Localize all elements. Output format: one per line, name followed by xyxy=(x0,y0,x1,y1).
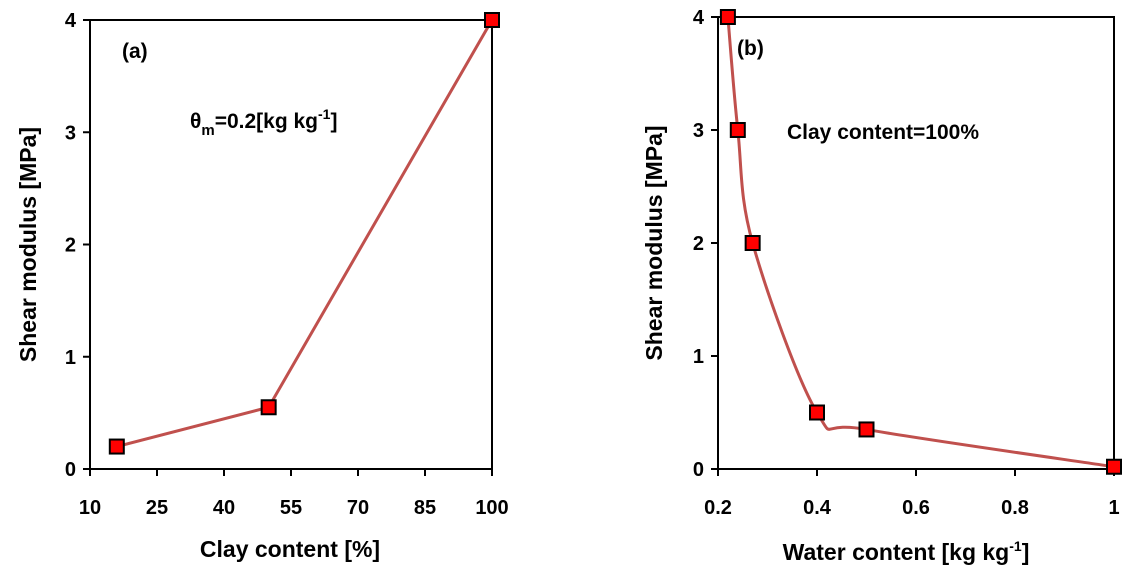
series-line xyxy=(726,16,1115,469)
y-tick-label: 4 xyxy=(65,10,77,32)
panel-b-chart: 0 1 2 3 4 0.2 0.4 0.6 0.8 1 Water content [kg kg-1… xyxy=(641,7,1122,565)
x-tick-label: 0.4 xyxy=(803,497,832,519)
data-point xyxy=(858,421,875,438)
data-point xyxy=(729,122,746,138)
y-tick-label: 2 xyxy=(65,235,76,257)
data-point xyxy=(108,438,125,455)
x-tick-label: 10 xyxy=(79,497,101,519)
annotation-text: θm=0.2[kg kg-1] xyxy=(190,106,337,139)
y-tick-label: 3 xyxy=(693,120,704,142)
data-point xyxy=(719,9,736,25)
y-tick-label: 3 xyxy=(65,122,76,144)
x-tick-label: 55 xyxy=(280,497,302,519)
y-axis-title: Shear modulus [MPa] xyxy=(15,127,41,362)
y-tick-label: 2 xyxy=(693,233,704,255)
x-tick-label: 25 xyxy=(146,497,168,519)
y-axis-title: Shear modulus [MPa] xyxy=(641,125,667,360)
annotation-text: Clay content=100% xyxy=(787,121,979,144)
x-tick-label: 0.6 xyxy=(902,497,930,519)
data-point xyxy=(260,399,277,416)
x-axis-title: Water content [kg kg-1] xyxy=(783,538,1030,565)
data-point xyxy=(809,404,825,421)
y-tick-label: 1 xyxy=(65,347,76,369)
panel-label: (b) xyxy=(737,37,764,60)
y-tick-label: 0 xyxy=(65,459,76,481)
x-tick-label: 40 xyxy=(213,497,235,519)
y-tick-label: 4 xyxy=(693,7,705,29)
plot-frame xyxy=(89,19,493,470)
y-tick-label: 1 xyxy=(693,346,704,368)
x-axis-title: Clay content [%] xyxy=(200,536,380,562)
data-point xyxy=(484,12,500,28)
x-tick-label: 0.2 xyxy=(704,497,732,519)
panel-label: (a) xyxy=(122,40,148,63)
series-line xyxy=(116,19,494,449)
plot-frame xyxy=(717,16,1115,470)
x-tick-label: 1 xyxy=(1108,497,1119,519)
panel-a-chart: 0 1 2 3 4 10 25 40 55 70 85 100 Clay content [%] Shea… xyxy=(15,10,509,562)
x-tick-label: 85 xyxy=(414,497,436,519)
y-tick-label: 0 xyxy=(693,459,704,481)
x-tick-label: 0.8 xyxy=(1001,497,1029,519)
x-tick-label: 70 xyxy=(347,497,369,519)
data-point xyxy=(1106,458,1122,475)
data-point xyxy=(744,235,761,251)
x-tick-label: 100 xyxy=(475,497,508,519)
